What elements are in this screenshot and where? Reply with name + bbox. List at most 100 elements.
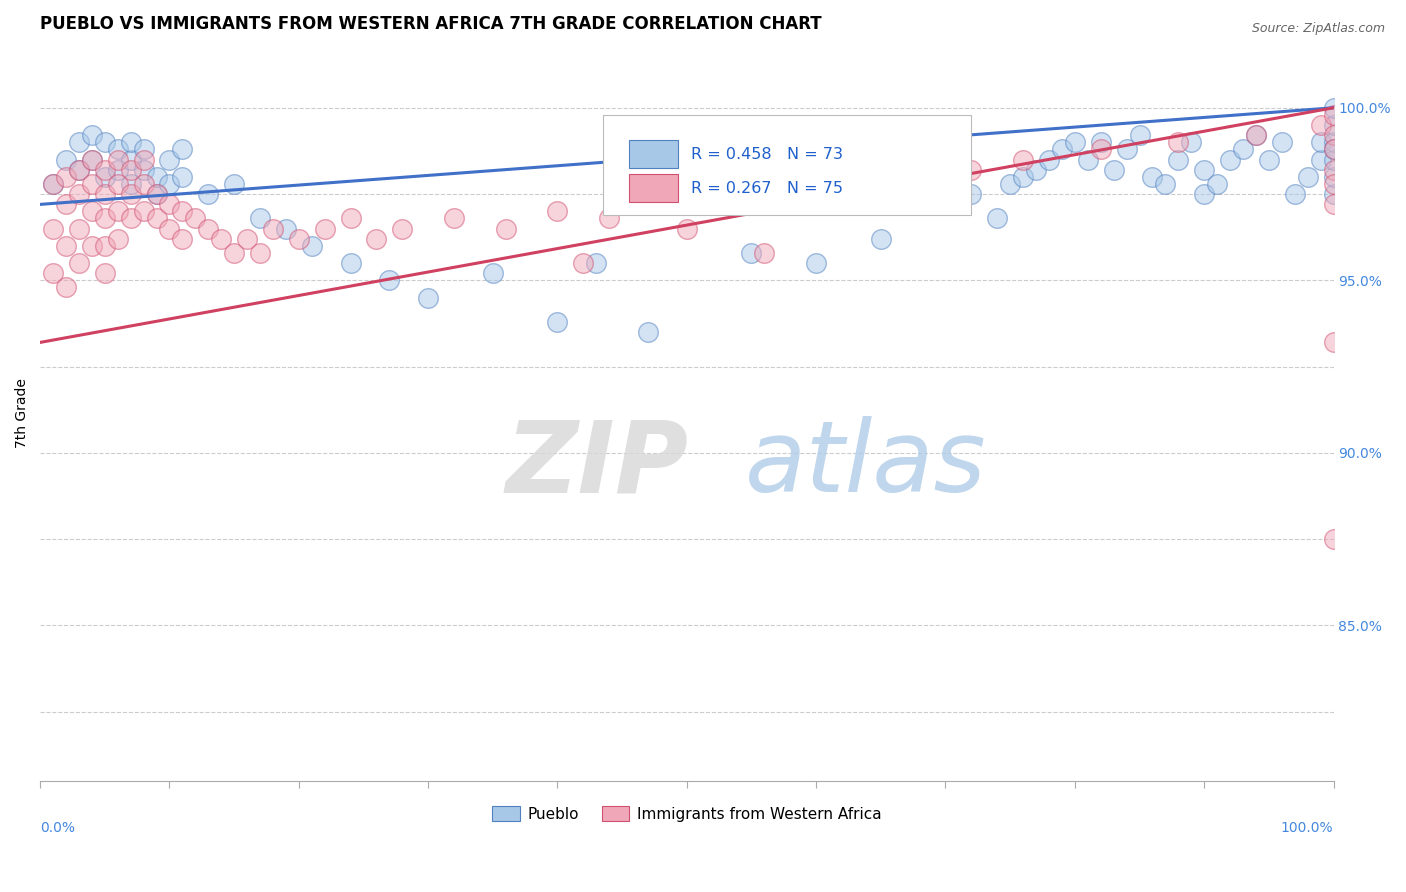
Point	[120, 211, 142, 226]
Point	[55, 153, 77, 167]
Point	[80, 153, 103, 167]
Point	[1090, 136, 1112, 150]
Point	[132, 162, 155, 177]
Point	[1309, 153, 1331, 167]
Text: ZIP: ZIP	[506, 416, 689, 513]
FancyBboxPatch shape	[628, 140, 678, 169]
Point	[94, 267, 117, 281]
Point	[1128, 128, 1150, 143]
Text: Source: ZipAtlas.com: Source: ZipAtlas.com	[1251, 22, 1385, 36]
Point	[197, 187, 219, 202]
Point	[1309, 136, 1331, 150]
Point	[224, 177, 246, 191]
Point	[1102, 162, 1125, 177]
Point	[754, 245, 776, 260]
Text: R = 0.267   N = 75: R = 0.267 N = 75	[690, 180, 842, 195]
Point	[107, 177, 129, 191]
Point	[1322, 187, 1344, 202]
Point	[1154, 177, 1177, 191]
Point	[1063, 136, 1085, 150]
Legend: Pueblo, Immigrants from Western Africa: Pueblo, Immigrants from Western Africa	[486, 800, 887, 828]
Point	[1257, 153, 1279, 167]
Point	[172, 142, 194, 156]
Point	[67, 136, 90, 150]
Point	[159, 153, 181, 167]
Point	[172, 169, 194, 184]
Point	[1244, 128, 1267, 143]
Point	[366, 232, 388, 246]
Point	[495, 221, 517, 235]
Point	[107, 142, 129, 156]
Point	[1167, 136, 1189, 150]
Point	[1142, 169, 1164, 184]
Point	[120, 177, 142, 191]
Point	[145, 211, 167, 226]
Point	[80, 153, 103, 167]
Point	[132, 142, 155, 156]
Point	[1322, 136, 1344, 150]
Point	[224, 245, 246, 260]
Point	[1322, 118, 1344, 132]
Point	[120, 136, 142, 150]
Point	[675, 221, 697, 235]
Point	[314, 221, 336, 235]
Point	[1322, 197, 1344, 211]
Point	[1025, 162, 1047, 177]
Point	[1309, 118, 1331, 132]
Point	[1050, 142, 1073, 156]
Point	[67, 221, 90, 235]
Point	[132, 177, 155, 191]
Point	[1038, 153, 1060, 167]
Point	[172, 232, 194, 246]
Point	[120, 153, 142, 167]
Point	[107, 232, 129, 246]
Point	[869, 232, 891, 246]
Point	[159, 221, 181, 235]
Point	[94, 136, 117, 150]
Point	[572, 256, 595, 270]
Point	[650, 197, 672, 211]
Point	[80, 177, 103, 191]
Point	[1244, 128, 1267, 143]
Y-axis label: 7th Grade: 7th Grade	[15, 378, 30, 448]
Point	[960, 162, 983, 177]
Point	[831, 187, 853, 202]
Point	[67, 162, 90, 177]
Point	[55, 197, 77, 211]
Point	[908, 177, 931, 191]
Point	[1090, 142, 1112, 156]
Point	[637, 325, 659, 339]
Point	[80, 128, 103, 143]
Point	[159, 177, 181, 191]
Point	[598, 211, 620, 226]
Point	[262, 221, 284, 235]
Point	[1180, 136, 1202, 150]
Point	[1271, 136, 1294, 150]
Text: PUEBLO VS IMMIGRANTS FROM WESTERN AFRICA 7TH GRADE CORRELATION CHART: PUEBLO VS IMMIGRANTS FROM WESTERN AFRICA…	[41, 15, 821, 33]
Point	[80, 204, 103, 219]
Point	[301, 239, 323, 253]
Point	[288, 232, 311, 246]
Point	[67, 162, 90, 177]
Point	[1232, 142, 1254, 156]
Point	[1322, 169, 1344, 184]
Point	[418, 291, 440, 305]
Point	[249, 245, 271, 260]
Point	[145, 187, 167, 202]
Point	[209, 232, 232, 246]
Point	[869, 153, 891, 167]
Point	[274, 221, 297, 235]
Point	[172, 204, 194, 219]
Point	[184, 211, 207, 226]
Point	[986, 211, 1008, 226]
Point	[1322, 335, 1344, 350]
Point	[1284, 187, 1306, 202]
Point	[55, 239, 77, 253]
Point	[80, 239, 103, 253]
Point	[727, 187, 749, 202]
Point	[1322, 532, 1344, 546]
Point	[94, 169, 117, 184]
Point	[94, 211, 117, 226]
Point	[145, 169, 167, 184]
Point	[107, 204, 129, 219]
